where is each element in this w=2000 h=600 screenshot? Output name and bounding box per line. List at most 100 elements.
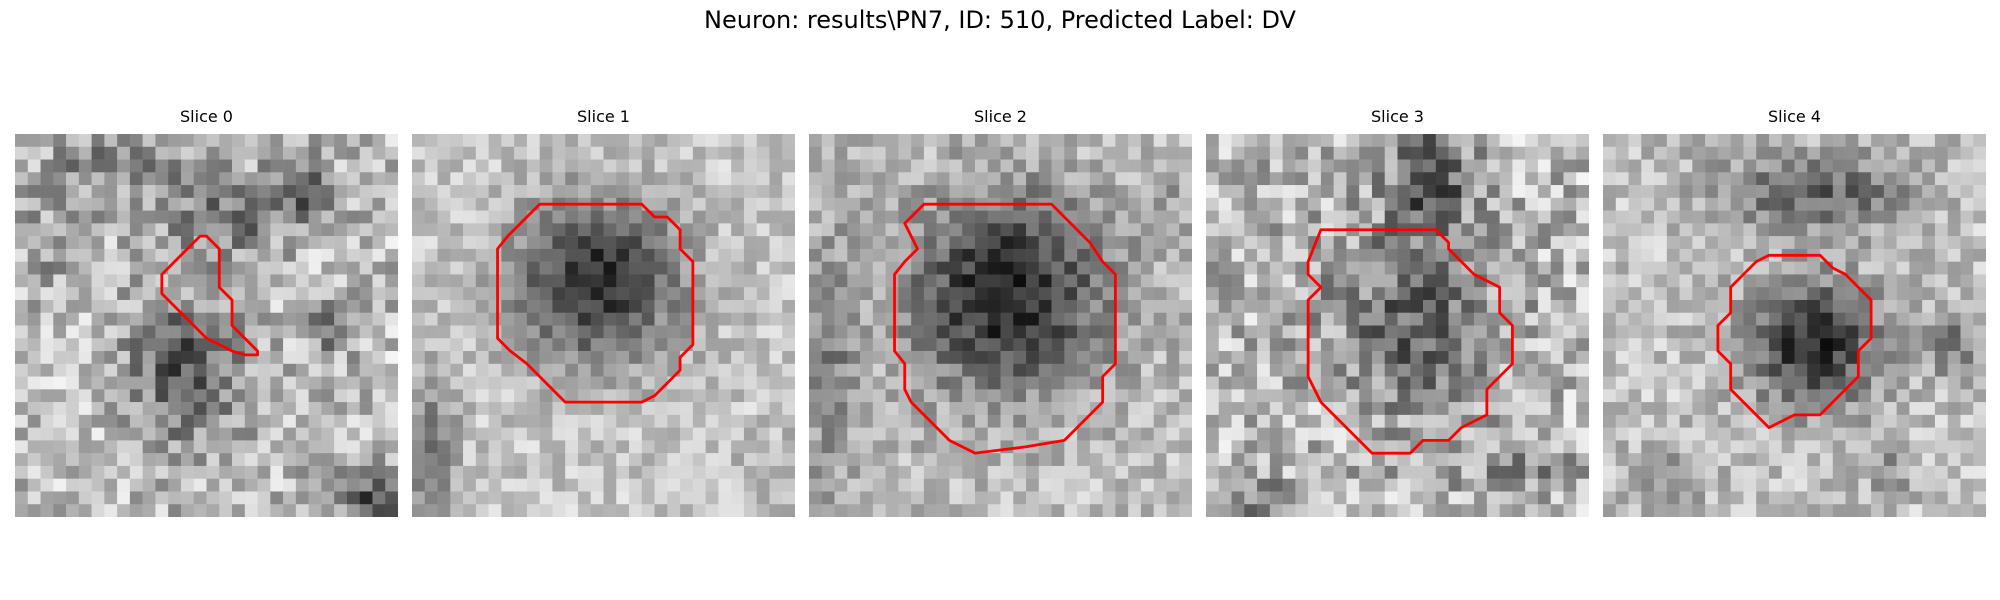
image-pixel	[1397, 299, 1411, 313]
image-pixel	[1461, 197, 1475, 211]
image-pixel	[1026, 504, 1040, 517]
image-pixel	[1179, 325, 1192, 339]
image-pixel	[117, 351, 131, 365]
image-pixel	[1128, 440, 1142, 454]
image-pixel	[923, 172, 937, 186]
image-pixel	[898, 172, 912, 186]
image-pixel	[782, 338, 795, 352]
image-pixel	[1140, 389, 1154, 403]
image-pixel	[1333, 172, 1347, 186]
image-pixel	[705, 351, 719, 365]
image-pixel	[1794, 478, 1808, 492]
image-pixel	[718, 261, 732, 275]
image-pixel	[1013, 248, 1027, 262]
image-pixel	[898, 185, 912, 199]
image-pixel	[244, 248, 258, 262]
image-pixel	[756, 274, 770, 288]
image-pixel	[1038, 134, 1052, 148]
image-pixel	[206, 414, 220, 428]
image-pixel	[514, 338, 528, 352]
image-pixel	[756, 402, 770, 416]
image-pixel	[1973, 185, 1986, 199]
image-pixel	[424, 146, 438, 160]
image-pixel	[1179, 363, 1192, 377]
image-pixel	[1794, 325, 1808, 339]
image-pixel	[283, 363, 297, 377]
image-pixel	[1909, 478, 1923, 492]
image-pixel	[180, 376, 194, 390]
image-pixel	[117, 248, 131, 262]
image-pixel	[78, 402, 92, 416]
image-pixel	[1333, 351, 1347, 365]
image-pixel	[283, 236, 297, 250]
image-pixel	[1140, 440, 1154, 454]
image-pixel	[641, 248, 655, 262]
image-pixel	[244, 146, 258, 160]
image-pixel	[1282, 248, 1296, 262]
image-pixel	[1077, 299, 1091, 313]
image-pixel	[1499, 376, 1513, 390]
image-pixel	[450, 427, 464, 441]
image-pixel	[1934, 287, 1948, 301]
image-pixel	[385, 248, 398, 262]
image-pixel	[514, 325, 528, 339]
image-pixel	[475, 172, 489, 186]
image-pixel	[270, 159, 284, 173]
image-pixel	[1973, 236, 1986, 250]
image-pixel	[705, 376, 719, 390]
image-pixel	[1051, 504, 1065, 517]
image-pixel	[1628, 274, 1642, 288]
image-pixel	[1934, 134, 1948, 148]
image-pixel	[552, 312, 566, 326]
image-pixel	[885, 440, 899, 454]
image-pixel	[1781, 338, 1795, 352]
image-pixel	[514, 389, 528, 403]
image-pixel	[590, 159, 604, 173]
image-pixel	[539, 504, 553, 517]
image-pixel	[104, 414, 118, 428]
image-pixel	[641, 363, 655, 377]
image-pixel	[834, 465, 848, 479]
image-pixel	[1641, 325, 1655, 339]
image-pixel	[692, 287, 706, 301]
image-pixel	[501, 389, 515, 403]
image-pixel	[412, 363, 426, 377]
image-pixel	[1333, 376, 1347, 390]
image-pixel	[1102, 325, 1116, 339]
image-pixel	[1423, 504, 1437, 517]
image-pixel	[1692, 504, 1706, 517]
image-pixel	[1051, 274, 1065, 288]
image-pixel	[412, 491, 426, 505]
image-pixel	[974, 287, 988, 301]
image-pixel	[1295, 172, 1309, 186]
image-pixel	[847, 223, 861, 237]
image-pixel	[565, 338, 579, 352]
image-pixel	[1089, 325, 1103, 339]
image-pixel	[1615, 478, 1629, 492]
image-pixel	[692, 453, 706, 467]
image-pixel	[1231, 312, 1245, 326]
image-pixel	[1231, 261, 1245, 275]
image-pixel	[872, 223, 886, 237]
image-pixel	[1896, 402, 1910, 416]
image-pixel	[718, 172, 732, 186]
image-pixel	[782, 402, 795, 416]
image-pixel	[372, 465, 386, 479]
image-pixel	[1563, 146, 1577, 160]
image-pixel	[450, 146, 464, 160]
image-pixel	[1768, 261, 1782, 275]
image-pixel	[1397, 414, 1411, 428]
image-pixel	[680, 287, 694, 301]
image-pixel	[769, 274, 783, 288]
image-pixel	[1397, 504, 1411, 517]
image-pixel	[283, 440, 297, 454]
image-pixel	[577, 414, 591, 428]
image-pixel	[412, 389, 426, 403]
image-pixel	[283, 223, 297, 237]
image-pixel	[1692, 287, 1706, 301]
image-pixel	[962, 236, 976, 250]
image-pixel	[629, 414, 643, 428]
image-pixel	[1179, 338, 1192, 352]
image-pixel	[1308, 402, 1322, 416]
image-pixel	[1102, 197, 1116, 211]
